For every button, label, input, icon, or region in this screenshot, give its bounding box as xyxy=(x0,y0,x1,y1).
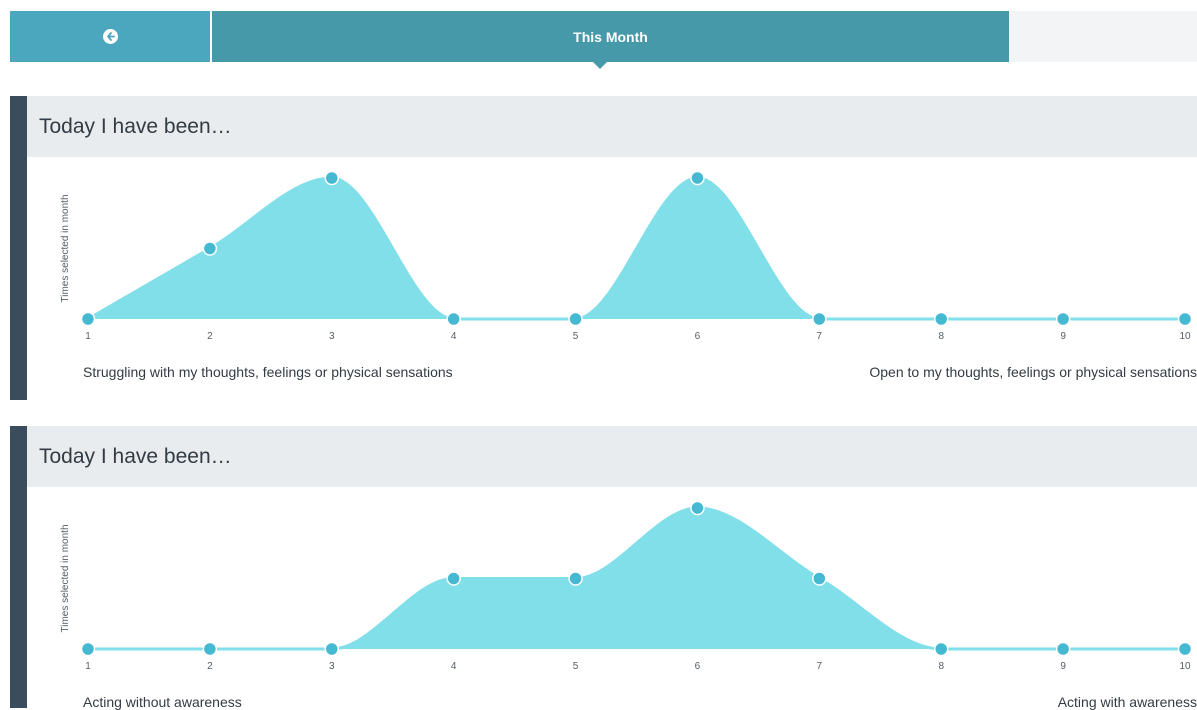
x-tick-label: 2 xyxy=(207,331,213,342)
data-point xyxy=(324,170,340,186)
anchor-low-label: Struggling with my thoughts, feelings or… xyxy=(83,364,453,380)
data-point xyxy=(446,311,461,327)
series-area xyxy=(88,508,1185,649)
data-point xyxy=(1177,311,1193,327)
data-point xyxy=(568,311,583,327)
data-point xyxy=(933,641,949,657)
data-point xyxy=(1177,641,1193,657)
data-point xyxy=(202,241,218,256)
data-point xyxy=(812,571,827,586)
x-tick-label: 6 xyxy=(695,331,701,342)
chart-panel-1: Today I have been… Times selected in mon… xyxy=(10,96,1197,400)
series-line xyxy=(87,506,1185,651)
area-chart: Times selected in month 1 2 3 4 5 6 7 8 9 10 xyxy=(60,500,1193,672)
data-point xyxy=(1055,641,1071,657)
x-tick-label: 9 xyxy=(1060,661,1066,672)
x-tick-label: 4 xyxy=(451,661,457,672)
anchor-high-label: Acting with awareness xyxy=(1057,694,1197,710)
anchor-low-label: Acting without awareness xyxy=(83,694,242,710)
arrow-left-circle-icon xyxy=(102,29,118,44)
anchor-high-label: Open to my thoughts, feelings or physica… xyxy=(869,364,1197,380)
data-point xyxy=(324,641,340,657)
current-period-label[interactable]: This Month xyxy=(212,11,1009,62)
x-tick-label: 5 xyxy=(573,661,579,672)
x-tick-label: 10 xyxy=(1179,331,1191,342)
area-chart: Times selected in month 1 2 3 4 5 6 7 8 9 10 xyxy=(60,170,1193,342)
next-period-placeholder xyxy=(1009,11,1197,62)
y-axis-label: Times selected in month xyxy=(60,194,71,302)
data-point xyxy=(80,641,96,657)
x-tick-label: 5 xyxy=(573,331,579,342)
panel-accent-bar xyxy=(10,96,27,400)
data-point xyxy=(812,311,827,327)
data-point xyxy=(690,500,705,516)
x-tick-label: 1 xyxy=(85,331,91,342)
x-tick-label: 7 xyxy=(817,661,823,672)
x-tick-label: 8 xyxy=(938,661,944,672)
x-tick-label: 9 xyxy=(1060,331,1066,342)
chart-title: Today I have been… xyxy=(27,96,1197,157)
x-tick-label: 8 xyxy=(938,331,944,342)
data-point xyxy=(1055,311,1071,327)
data-point xyxy=(568,571,583,586)
chart-panel-2: Today I have been… Times selected in mon… xyxy=(10,426,1197,710)
y-axis-label: Times selected in month xyxy=(60,524,71,632)
x-tick-label: 6 xyxy=(695,661,701,672)
panel-accent-bar xyxy=(10,426,27,708)
data-point xyxy=(933,311,949,327)
data-point xyxy=(690,170,705,186)
data-point xyxy=(202,641,218,657)
period-caret xyxy=(593,62,607,69)
chart-title: Today I have been… xyxy=(27,426,1197,487)
x-tick-label: 7 xyxy=(817,331,823,342)
previous-period-button[interactable] xyxy=(10,11,210,62)
x-tick-label: 3 xyxy=(329,331,335,342)
series-line xyxy=(87,176,1185,321)
x-tick-label: 10 xyxy=(1179,661,1191,672)
data-point xyxy=(446,571,461,586)
x-tick-label: 1 xyxy=(85,661,91,672)
data-point xyxy=(80,311,96,327)
x-tick-label: 3 xyxy=(329,661,335,672)
x-tick-label: 4 xyxy=(451,331,457,342)
period-navigation: This Month xyxy=(10,11,1197,62)
x-tick-label: 2 xyxy=(207,661,213,672)
